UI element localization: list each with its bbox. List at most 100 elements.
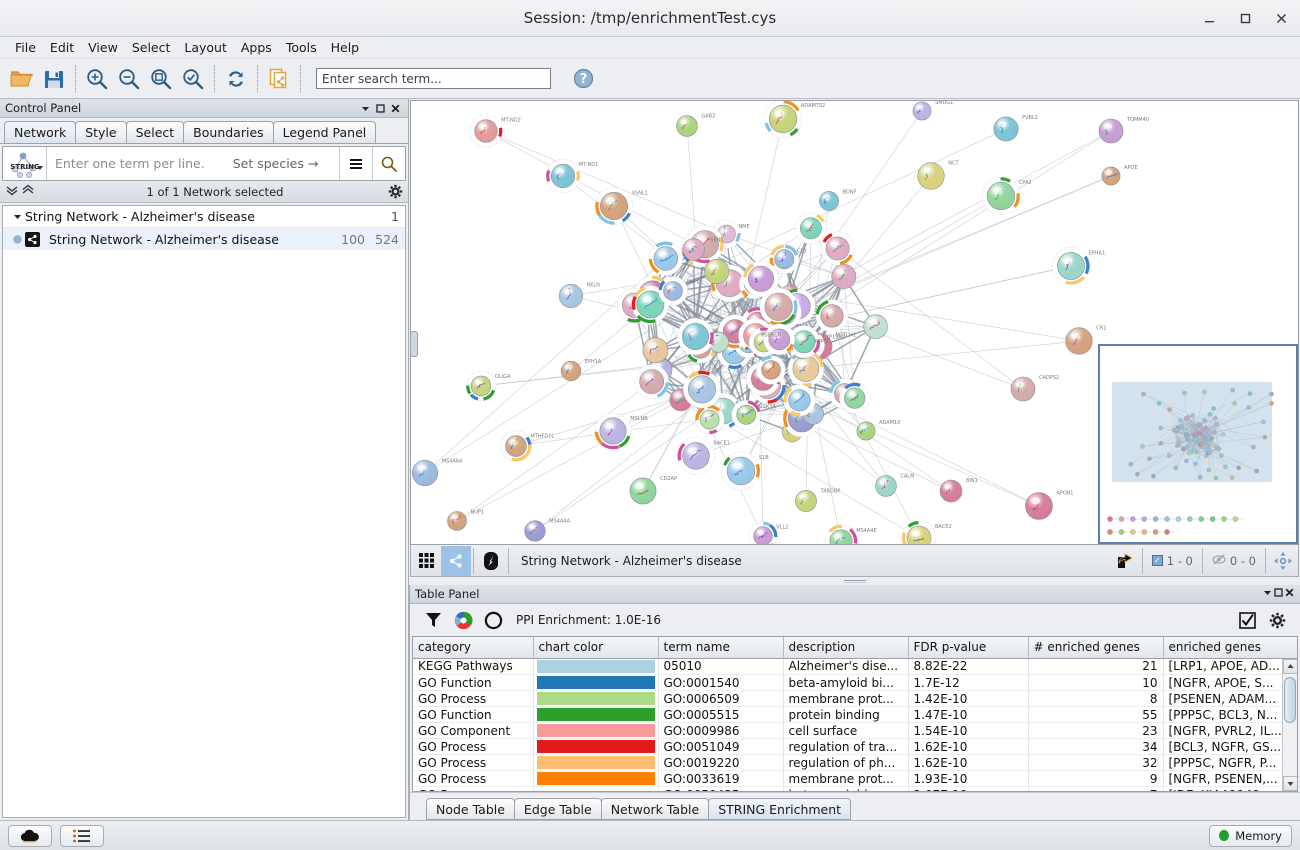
annotation-icon[interactable] xyxy=(476,546,506,576)
zoom-selected-icon[interactable] xyxy=(177,63,209,95)
edges-selected-indicator[interactable]: 0 - 0 xyxy=(1205,554,1263,568)
column-header-enriched-genes[interactable]: enriched genes xyxy=(1163,637,1297,659)
copy-share-icon[interactable] xyxy=(263,63,295,95)
menu-apps[interactable]: Apps xyxy=(240,40,272,55)
search-input[interactable]: Enter search term... xyxy=(316,68,551,89)
chevron-down-icon[interactable] xyxy=(1262,587,1273,601)
set-species-link[interactable]: Set species → xyxy=(232,156,319,171)
tab-edge-table[interactable]: Edge Table xyxy=(513,798,602,820)
maximize-icon[interactable] xyxy=(373,101,388,116)
memory-status-button[interactable]: Memory xyxy=(1209,824,1292,847)
column-header-chart-color[interactable]: chart color xyxy=(533,637,659,659)
menu-layout[interactable]: Layout xyxy=(184,40,227,55)
cell-enriched-genes: [PPP5C, NGFR, P... xyxy=(1163,754,1297,771)
table-row[interactable]: GO Process GO:0019220 regulation of ph... 1… xyxy=(413,754,1297,771)
hamburger-menu-icon[interactable] xyxy=(339,147,372,180)
close-icon[interactable] xyxy=(1284,587,1295,601)
zoom-in-icon[interactable] xyxy=(81,63,113,95)
tab-network[interactable]: Network xyxy=(4,121,77,143)
column-header-term-name[interactable]: term name xyxy=(658,637,784,659)
table-tabs: Node Table Edge Table Network Table STRI… xyxy=(410,792,1300,820)
menu-file[interactable]: File xyxy=(15,40,36,55)
column-header-fdr-pvalue[interactable]: FDR p-value xyxy=(908,637,1029,659)
table-row[interactable]: GO Process GO:0050435beta-amyloid m...2.0… xyxy=(413,786,1297,791)
fit-content-icon[interactable] xyxy=(1268,546,1298,576)
column-header-description[interactable]: description xyxy=(783,637,909,659)
checkbox-checked-icon: ✓ xyxy=(1151,555,1163,566)
search-icon[interactable] xyxy=(372,147,405,180)
table-row[interactable]: GO Process GO:0051049 regulation of tra...… xyxy=(413,738,1297,755)
zoom-fit-icon[interactable] xyxy=(145,63,177,95)
minimap-viewport[interactable] xyxy=(1112,382,1272,482)
minimize-icon[interactable] xyxy=(1198,8,1220,30)
gear-icon[interactable] xyxy=(381,184,403,199)
tree-child-node-count: 100 xyxy=(341,231,365,247)
select-all-checkbox-icon[interactable] xyxy=(1232,605,1262,635)
panel-resize-handle[interactable] xyxy=(411,331,418,358)
collapse-all-icon[interactable] xyxy=(5,184,19,199)
export-image-icon[interactable] xyxy=(1110,546,1140,576)
table-row[interactable]: GO Process GO:0006509 membrane prot... 1.42… xyxy=(413,690,1297,707)
tab-string-enrichment[interactable]: STRING Enrichment xyxy=(708,798,852,820)
table-row[interactable]: GO Function GO:0005515 protein binding 1.47… xyxy=(413,706,1297,723)
grid-view-icon[interactable] xyxy=(411,546,441,576)
string-logo-icon[interactable]: STRING xyxy=(3,147,47,180)
toolbar-separator xyxy=(257,64,258,93)
open-folder-icon[interactable] xyxy=(6,63,38,95)
tab-style[interactable]: Style xyxy=(75,121,127,143)
table-row[interactable]: GO Process GO:0033619 membrane prot... 1.93… xyxy=(413,770,1297,787)
filter-funnel-icon[interactable] xyxy=(418,605,448,635)
close-icon[interactable] xyxy=(388,101,403,116)
zoom-out-icon[interactable] xyxy=(113,63,145,95)
gear-icon[interactable] xyxy=(1262,605,1292,635)
pie-chart-icon[interactable] xyxy=(448,605,478,635)
menu-tools[interactable]: Tools xyxy=(285,40,317,55)
menu-help[interactable]: Help xyxy=(330,40,360,55)
table-row[interactable]: GO Component GO:0009986 cell surface 1.54E-… xyxy=(413,722,1297,739)
network-graph[interactable]: MT-ND2 MT-ND1 VSNL1 GAB2 ADAMTS2 SMUG1 PVRL2 TO… xyxy=(411,101,1299,545)
table-row[interactable]: KEGG Pathways 05010 Alzheimer's dise... 8.8… xyxy=(413,658,1297,675)
string-term-input[interactable]: Enter one term per line. Set species → xyxy=(47,147,339,180)
column-header-category[interactable]: category xyxy=(413,637,534,659)
table-row[interactable]: GO Function GO:0001540 beta-amyloid bi... 1… xyxy=(413,674,1297,691)
tree-row-network[interactable]: String Network - Alzheimer's disease 100… xyxy=(3,228,405,250)
network-share-icon[interactable] xyxy=(441,545,471,576)
svg-text:NOTCH1: NOTCH1 xyxy=(835,333,856,339)
menu-view[interactable]: View xyxy=(88,40,118,55)
tab-network-table[interactable]: Network Table xyxy=(600,798,710,820)
tab-node-table[interactable]: Node Table xyxy=(426,798,515,820)
network-selected-text: 1 of 1 Network selected xyxy=(146,184,284,199)
cell-chart-color xyxy=(533,690,659,707)
scrollbar-thumb[interactable] xyxy=(1284,676,1296,723)
vertical-splitter[interactable] xyxy=(409,577,1300,585)
cloud-icon[interactable] xyxy=(8,824,52,847)
tree-row-root[interactable]: String Network - Alzheimer's disease 1 xyxy=(3,206,405,228)
menu-edit[interactable]: Edit xyxy=(49,40,75,55)
task-list-icon[interactable] xyxy=(60,824,104,847)
table-vertical-scrollbar[interactable] xyxy=(1282,658,1297,791)
chevron-down-icon[interactable] xyxy=(358,101,373,116)
expand-all-icon[interactable] xyxy=(21,184,35,199)
maximize-icon[interactable] xyxy=(1273,587,1284,601)
main-toolbar: Enter search term... ? xyxy=(0,59,1300,99)
close-icon[interactable] xyxy=(1270,8,1292,30)
chevron-down-icon[interactable] xyxy=(9,212,25,221)
help-icon[interactable]: ? xyxy=(567,63,599,95)
nodes-selected-indicator[interactable]: ✓ 1 - 0 xyxy=(1145,554,1200,568)
maximize-icon[interactable] xyxy=(1234,8,1256,30)
tab-boundaries[interactable]: Boundaries xyxy=(183,121,274,143)
refresh-icon[interactable] xyxy=(220,63,252,95)
cell-enriched-gene-count: 55 xyxy=(1028,706,1164,723)
network-status-dot-icon xyxy=(9,234,25,245)
donut-chart-icon[interactable] xyxy=(478,605,508,635)
scroll-down-arrow-icon[interactable] xyxy=(1282,776,1297,791)
save-icon[interactable] xyxy=(38,63,70,95)
tab-legend-panel[interactable]: Legend Panel xyxy=(272,121,377,143)
column-header-enriched-gene-count[interactable]: # enriched genes xyxy=(1028,637,1164,659)
network-canvas[interactable]: MT-ND2 MT-ND1 VSNL1 GAB2 ADAMTS2 SMUG1 PVRL2 TO… xyxy=(410,100,1299,545)
network-overview-minimap[interactable] xyxy=(1098,344,1298,544)
color-swatch xyxy=(536,708,655,721)
tab-select[interactable]: Select xyxy=(125,121,185,143)
menu-select[interactable]: Select xyxy=(131,40,171,55)
scroll-up-arrow-icon[interactable] xyxy=(1282,658,1297,674)
